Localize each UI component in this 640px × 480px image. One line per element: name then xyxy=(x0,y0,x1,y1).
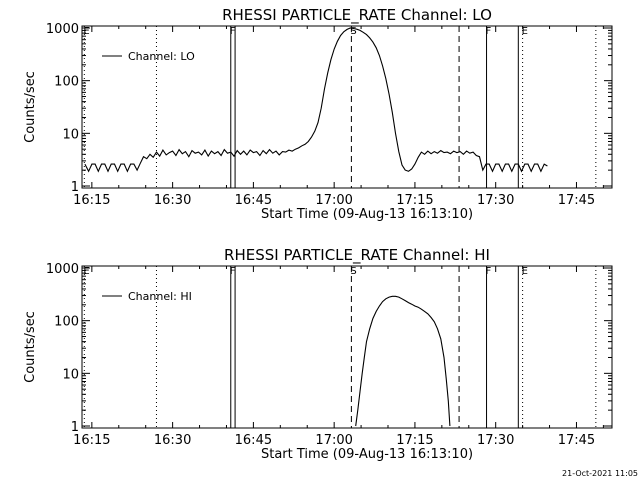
plot-frame xyxy=(81,25,613,189)
marker-label: F xyxy=(230,266,236,277)
series-line xyxy=(355,295,451,427)
x-tick-label: 16:30 xyxy=(154,193,191,208)
x-axis-label: Start Time (09-Aug-13 16:13:10) xyxy=(261,207,473,222)
panel-lo: RHESSI PARTICLE_RATE Channel: LO E F S F E 16:… xyxy=(23,6,613,222)
chart-title: RHESSI PARTICLE_RATE Channel: LO xyxy=(222,6,492,25)
y-axis-label: Counts/sec xyxy=(23,311,38,383)
x-tick-label: 17:15 xyxy=(396,193,433,208)
y-tick-label: 1000 xyxy=(46,22,79,37)
x-tick-label: 16:15 xyxy=(73,193,110,208)
x-tick-label: 16:45 xyxy=(235,433,272,448)
marker-label: F xyxy=(486,26,492,37)
marker-label: F xyxy=(230,26,236,37)
chart-title: RHESSI PARTICLE_RATE Channel: HI xyxy=(224,246,490,265)
marker-label: E xyxy=(522,26,528,37)
y-tick-label: 10 xyxy=(62,367,79,382)
marker-label: F xyxy=(486,266,492,277)
y-tick-label: 1000 xyxy=(46,262,79,277)
x-tick-label: 16:45 xyxy=(235,193,272,208)
x-tick-label: 17:15 xyxy=(396,433,433,448)
x-tick-label: 16:15 xyxy=(73,433,110,448)
x-tick-label: 17:45 xyxy=(558,193,595,208)
x-tick-label: 17:30 xyxy=(477,193,514,208)
legend-label: Channel: HI xyxy=(128,290,192,303)
legend-label: Channel: LO xyxy=(128,50,195,63)
series-line xyxy=(84,27,548,173)
y-tick-label: 1 xyxy=(71,420,79,435)
x-tick-label: 17:00 xyxy=(315,433,352,448)
x-tick-label: 17:30 xyxy=(477,433,514,448)
y-tick-label: 100 xyxy=(54,75,79,90)
marker-label: E xyxy=(522,266,528,277)
marker-label: E xyxy=(83,266,89,277)
plot-frame xyxy=(81,265,613,429)
y-tick-label: 10 xyxy=(62,127,79,142)
panel-hi: RHESSI PARTICLE_RATE Channel: HI E F S F E 16:… xyxy=(23,246,613,462)
x-tick-label: 16:30 xyxy=(154,433,191,448)
marker-label: S xyxy=(350,26,356,37)
marker-label: S xyxy=(350,266,356,277)
x-tick-label: 17:00 xyxy=(315,193,352,208)
y-axis-label: Counts/sec xyxy=(23,71,38,143)
y-tick-label: 1 xyxy=(71,180,79,195)
y-tick-label: 100 xyxy=(54,315,79,330)
x-tick-label: 17:45 xyxy=(558,433,595,448)
footer-timestamp: 21-Oct-2021 11:05 xyxy=(562,469,638,478)
marker-label: E xyxy=(83,26,89,37)
x-axis-label: Start Time (09-Aug-13 16:13:10) xyxy=(261,447,473,462)
